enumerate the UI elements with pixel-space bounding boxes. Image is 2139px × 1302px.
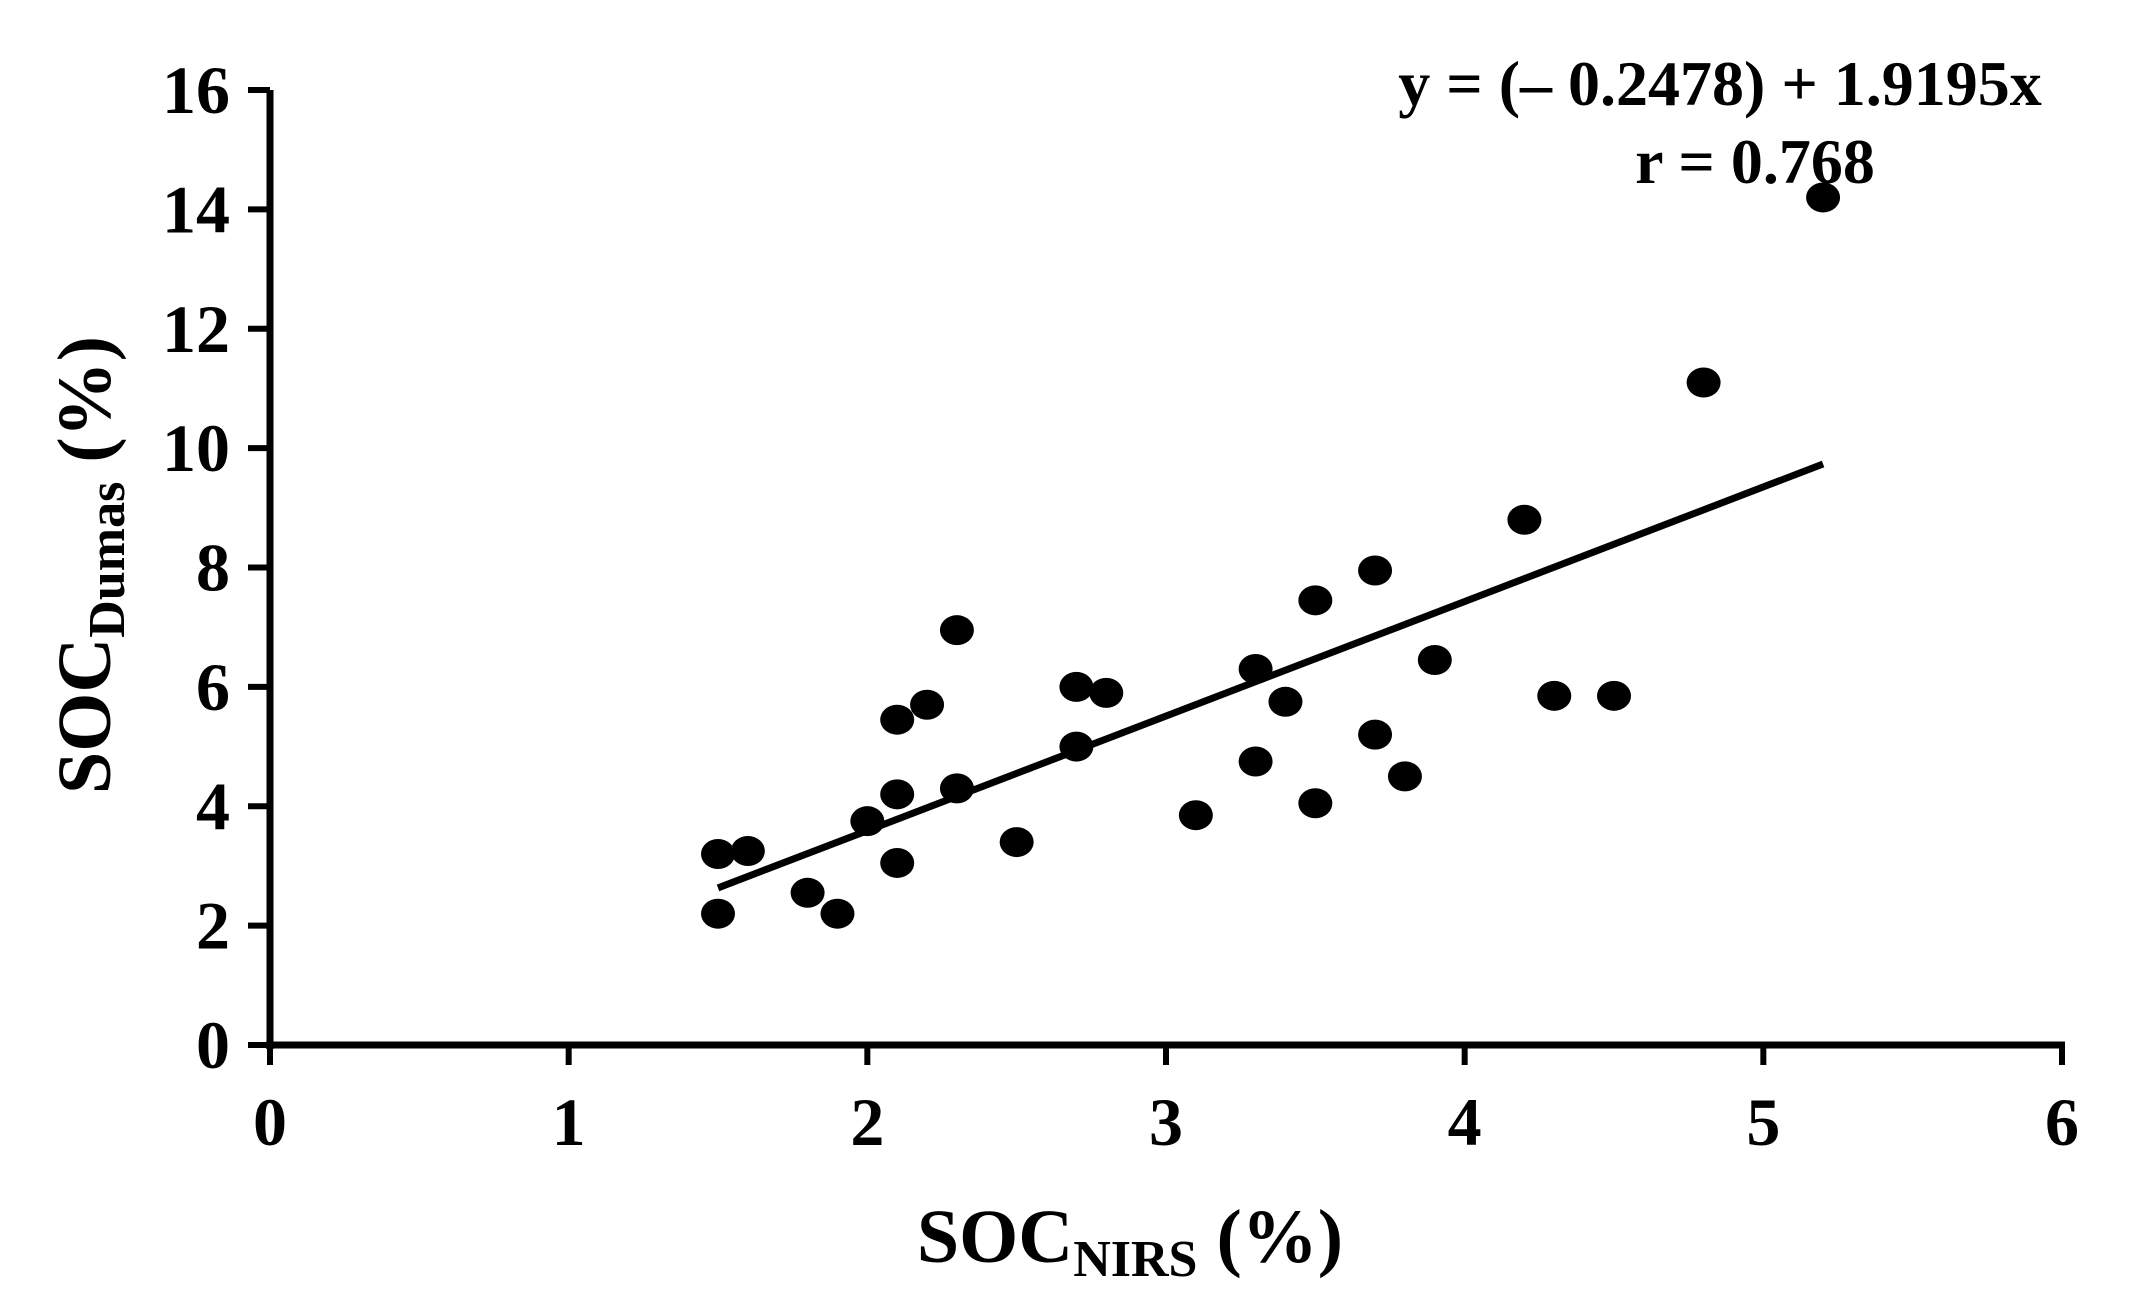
- x-axis-title: SOCNIRS (%): [917, 1195, 1343, 1288]
- data-point: [880, 779, 915, 810]
- data-point: [1298, 788, 1333, 819]
- data-point: [730, 836, 765, 867]
- y-tick-label: 4: [196, 768, 230, 844]
- data-point: [1238, 653, 1273, 684]
- x-tick-label: 5: [1746, 1084, 1780, 1160]
- y-tick-label: 10: [162, 410, 230, 486]
- y-tick-label: 12: [162, 291, 230, 367]
- data-point: [790, 877, 825, 908]
- y-tick-label: 2: [196, 888, 230, 964]
- data-point: [850, 806, 885, 837]
- data-point: [1387, 761, 1422, 792]
- y-tick-label: 16: [162, 52, 230, 128]
- x-tick-label: 6: [2045, 1084, 2079, 1160]
- y-tick-label: 8: [196, 530, 230, 606]
- data-point: [1597, 680, 1631, 711]
- x-tick-label: 0: [253, 1084, 287, 1160]
- y-tick-label: 6: [196, 649, 230, 725]
- data-point: [939, 773, 974, 804]
- correlation-coefficient: r = 0.768: [1635, 126, 1875, 197]
- data-point: [1358, 719, 1393, 750]
- data-point: [1059, 671, 1094, 702]
- data-point: [1238, 746, 1273, 777]
- data-point: [1417, 645, 1452, 676]
- regression-equation: y = (– 0.2478) + 1.9195x: [1398, 48, 2042, 119]
- data-point: [701, 898, 735, 929]
- data-point: [939, 615, 974, 646]
- data-point: [999, 827, 1034, 858]
- x-tick-label: 1: [552, 1084, 586, 1160]
- data-point: [1358, 555, 1393, 586]
- data-point: [1268, 686, 1303, 717]
- y-tick-label: 0: [196, 1007, 230, 1083]
- data-point: [1537, 680, 1572, 711]
- x-tick-label: 2: [850, 1084, 884, 1160]
- data-point: [820, 898, 855, 929]
- data-point: [1507, 504, 1542, 535]
- x-tick-label: 4: [1448, 1084, 1482, 1160]
- y-axis-title: SOCDumas (%): [43, 336, 136, 794]
- y-tick-label: 14: [162, 171, 230, 247]
- data-point: [880, 847, 915, 878]
- data-point: [880, 704, 915, 735]
- data-point: [1089, 677, 1124, 708]
- data-point: [1059, 731, 1094, 762]
- data-points: [701, 182, 1841, 929]
- axes: [248, 87, 2065, 1065]
- data-point: [1298, 585, 1333, 616]
- data-point: [910, 689, 945, 720]
- data-point: [1178, 800, 1213, 831]
- data-point: [701, 839, 735, 869]
- data-point: [1806, 182, 1841, 213]
- x-tick-label: 3: [1149, 1084, 1183, 1160]
- data-point: [1686, 367, 1721, 398]
